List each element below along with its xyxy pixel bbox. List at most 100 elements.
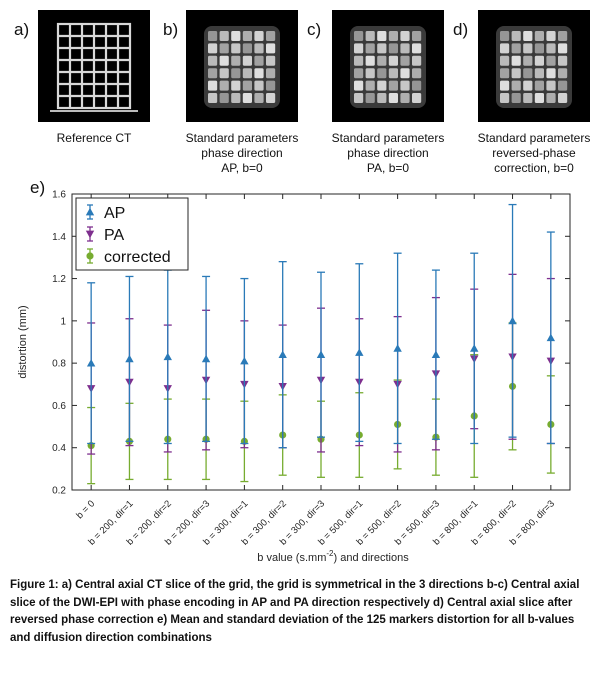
phantom-marker	[208, 55, 218, 66]
data-point	[201, 354, 211, 363]
panel-b-letter: b)	[163, 20, 179, 39]
caption-line: phase direction	[201, 146, 283, 160]
data-point	[86, 252, 94, 260]
phantom-marker	[511, 31, 521, 41]
phantom-marker	[388, 55, 398, 66]
phantom-marker	[354, 68, 364, 79]
corrected-graphic	[496, 26, 572, 108]
panel-e-letter: e)	[30, 178, 46, 197]
phantom-marker	[534, 80, 544, 91]
data-point	[85, 230, 95, 239]
y-tick-label: 0.4	[52, 443, 66, 454]
phantom-marker	[534, 43, 544, 54]
phantom-marker	[400, 80, 410, 91]
phantom-marker	[208, 31, 218, 41]
phantom-marker	[523, 80, 533, 91]
y-tick-label: 1.4	[52, 232, 66, 243]
panel-a-letter: a)	[14, 20, 30, 39]
phantom-marker	[219, 93, 229, 103]
y-tick-label: 0.6	[52, 401, 66, 412]
panel-d-letter: d)	[453, 20, 469, 39]
data-point	[125, 354, 134, 363]
phantom-marker	[219, 55, 229, 66]
phantom-marker	[523, 31, 533, 41]
phantom-marker	[523, 55, 533, 66]
phantom-marker	[400, 93, 410, 103]
phantom-marker	[365, 31, 375, 41]
phantom-marker	[546, 93, 556, 103]
phase-ap-image	[186, 10, 298, 122]
phantom-marker	[266, 80, 276, 91]
phantom-marker	[242, 55, 252, 66]
caption-line: Reference CT	[56, 131, 132, 145]
legend: AP PA corrected	[75, 197, 189, 271]
y-tick-label: 0.8	[52, 359, 66, 370]
data-point	[163, 352, 172, 361]
phantom-marker	[266, 31, 276, 41]
legend-label: corrected	[104, 249, 171, 266]
phantom-marker	[377, 31, 387, 41]
phantom-marker	[558, 68, 568, 79]
phantom-marker	[231, 55, 241, 66]
phantom-marker	[388, 93, 398, 103]
phantom-marker	[412, 31, 422, 41]
phantom-marker	[534, 55, 544, 66]
phantom-marker	[412, 55, 422, 66]
data-point	[431, 350, 441, 359]
phantom-marker	[500, 80, 510, 91]
phantom-marker	[412, 43, 422, 54]
y-tick-label: 1.6	[52, 190, 66, 201]
phantom-marker	[254, 80, 264, 91]
phantom-marker	[546, 31, 556, 41]
data-point	[393, 344, 402, 352]
data-point	[508, 316, 517, 325]
phantom-marker	[400, 68, 410, 79]
phantom-marker	[242, 80, 252, 91]
phantom-marker	[511, 80, 521, 91]
phantom-marker	[558, 80, 568, 91]
data-point	[546, 333, 556, 342]
phantom-marker	[208, 43, 218, 54]
phantom-marker	[266, 68, 276, 79]
caption-line: Standard parameters	[331, 131, 445, 145]
caption-line: reversed-phase	[492, 146, 576, 160]
phantom-marker	[354, 93, 364, 103]
x-axis-label: b value (s.mm-2) and directions	[257, 549, 409, 564]
phantom-marker	[412, 93, 422, 103]
phantom-marker	[388, 68, 398, 79]
phantom-marker	[266, 93, 276, 103]
phantom-marker	[558, 55, 568, 66]
phantom-marker	[354, 55, 364, 66]
legend-label: AP	[104, 205, 125, 222]
phase-pa-image	[332, 10, 444, 122]
phantom-marker	[354, 43, 364, 54]
phantom-marker	[412, 80, 422, 91]
caption-line: AP, b=0	[221, 161, 263, 175]
panel-d-caption: Standard parameters reversed-phase corre…	[459, 131, 600, 176]
caption-line: Standard parameters	[477, 131, 591, 145]
caption-line: PA, b=0	[366, 161, 410, 175]
phantom-marker	[400, 43, 410, 54]
phantom-marker	[377, 80, 387, 91]
phantom-marker	[254, 43, 264, 54]
phantom-marker	[400, 55, 410, 66]
y-axis-label: distortion (mm)	[17, 305, 29, 378]
phantom-marker	[242, 31, 252, 41]
phantom-marker	[558, 31, 568, 41]
phantom-marker	[412, 68, 422, 79]
x-axis-label-sup: -2	[326, 549, 334, 558]
distortion-errorbar-chart: 0.2 0.4 0.6 0.8 1 1.2 1.4 1.6 distortion (mm) b =…	[17, 190, 571, 564]
ct-grid-graphic	[50, 22, 138, 112]
caption-line: phase direction	[347, 146, 429, 160]
phantom-marker	[500, 55, 510, 66]
caption-line: correction, b=0	[494, 161, 574, 175]
phantom-marker	[511, 43, 521, 54]
panel-c-letter: c)	[307, 20, 322, 39]
y-tick-label: 1	[60, 316, 66, 327]
phantom-marker	[377, 68, 387, 79]
series-AP-group	[86, 203, 556, 449]
panel-b-caption: Standard parameters phase direction AP, …	[167, 131, 317, 176]
phantom-marker	[534, 31, 544, 41]
legend-label: PA	[104, 227, 124, 244]
phantom-marker	[558, 43, 568, 54]
